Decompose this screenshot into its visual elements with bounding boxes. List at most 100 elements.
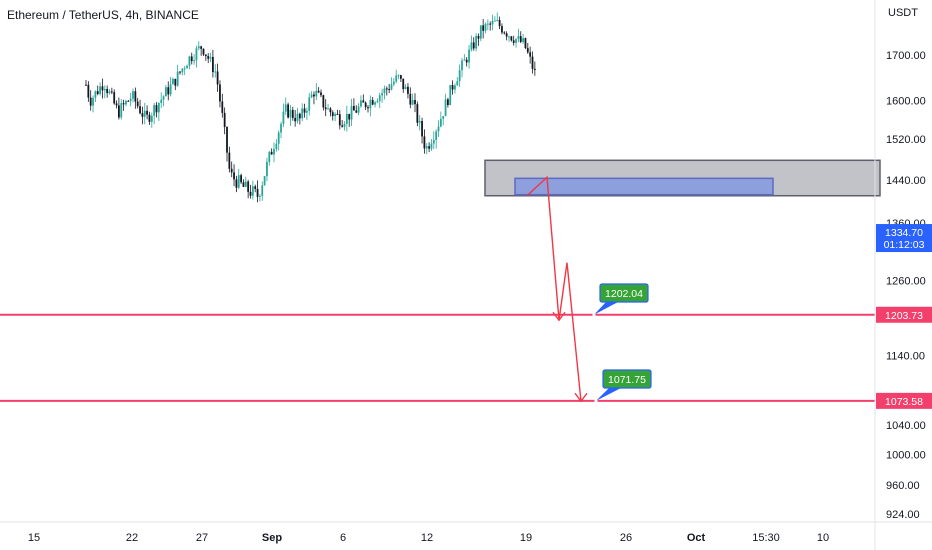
candle-body (388, 88, 391, 90)
currency-label: USDT (888, 7, 918, 19)
candle-body (491, 20, 494, 25)
candle-body (223, 112, 226, 127)
candle-body (442, 116, 445, 119)
candle-body (172, 78, 174, 85)
candle-body (216, 71, 219, 85)
price-tick-label: 1260.00 (886, 275, 926, 287)
candle-body (329, 108, 332, 113)
candle-body (313, 94, 315, 97)
candle-body (306, 110, 308, 113)
time-tick-label: 26 (620, 532, 632, 544)
candle-body (512, 40, 515, 43)
candle-body (226, 126, 228, 153)
candle-body (242, 182, 245, 187)
candle-body (317, 90, 320, 93)
candle-body (402, 78, 405, 90)
candle-body (439, 118, 442, 127)
candle-body (101, 86, 104, 91)
candle-body (421, 121, 423, 137)
time-tick-label: Oct (687, 532, 706, 544)
candle-body (423, 136, 426, 149)
candle-body (108, 91, 111, 94)
candle-body (237, 175, 240, 188)
candle-body (371, 99, 374, 105)
candle-body (482, 25, 485, 31)
price-tick-label: 1700.00 (886, 50, 926, 62)
candle-body (212, 56, 214, 73)
projection-path (526, 175, 588, 403)
candle-body (357, 106, 360, 113)
candle-body (122, 103, 125, 105)
candle-body (404, 86, 407, 90)
candle-body (92, 97, 94, 106)
candle-body (280, 123, 282, 133)
candle-body (106, 88, 109, 94)
candle-body (183, 68, 186, 70)
candle-body (378, 95, 381, 102)
candle-body (167, 87, 170, 95)
candle-body (381, 93, 383, 96)
candle-body (125, 100, 127, 105)
last-price-label: 1334.70 (885, 227, 923, 239)
candle-body (256, 188, 259, 197)
candle-body (531, 56, 534, 69)
candle-body (353, 106, 355, 111)
candle-body (407, 86, 409, 94)
candle-body (477, 35, 480, 39)
candle-body (115, 103, 118, 106)
candle-body (345, 113, 348, 124)
candle-body (298, 113, 301, 119)
candle-body (141, 113, 144, 117)
countdown-label: 01:12:03 (884, 239, 925, 251)
candle-body (503, 32, 506, 34)
candle-body (247, 181, 250, 192)
candle-body (287, 104, 289, 118)
candle-body (515, 38, 517, 43)
time-tick-label: 6 (340, 532, 346, 544)
candle-body (146, 110, 148, 115)
candle-body (197, 46, 200, 49)
candle-body (331, 112, 334, 117)
candle-body (425, 146, 428, 149)
time-tick-label: 22 (126, 532, 138, 544)
price-tick-label: 924.00 (886, 509, 920, 521)
candle-body (367, 107, 369, 109)
time-tick-label: 19 (520, 532, 532, 544)
candle-body (153, 105, 156, 116)
candle-body (134, 91, 137, 102)
candle-body (355, 110, 358, 113)
target-notes: 1202.04 1071.75 (592, 283, 652, 403)
candle-body (190, 56, 193, 62)
candle-body (118, 105, 120, 118)
candle-body (449, 85, 452, 106)
candle-body (341, 125, 344, 127)
time-axis[interactable]: 15 22 27 Sep 6 12 19 26 Oct 15:30 10 (28, 532, 829, 544)
candle-body (310, 94, 313, 98)
candle-body (129, 98, 132, 101)
candle-series (85, 12, 536, 203)
candle-body (336, 113, 339, 115)
candle-body (376, 101, 379, 103)
candle-body (437, 126, 440, 132)
note-box (599, 283, 649, 303)
candle-body (181, 68, 184, 73)
candle-body (165, 87, 167, 97)
candle-body (186, 65, 188, 69)
candle-body (472, 42, 475, 49)
candle-body (162, 96, 165, 100)
candle-body (209, 56, 212, 59)
candle-body (96, 91, 99, 94)
level-price-label: 1073.58 (885, 396, 923, 408)
candle-body (284, 104, 287, 112)
candle-body (169, 84, 172, 95)
candle-body (456, 81, 459, 86)
candle-body (176, 71, 179, 86)
last-price-tag (876, 224, 932, 253)
candle-body (383, 88, 386, 94)
candle-body (416, 104, 419, 123)
candle-body (308, 97, 311, 111)
candle-body (508, 36, 510, 38)
candle-body (461, 60, 463, 71)
candle-body (254, 186, 257, 189)
